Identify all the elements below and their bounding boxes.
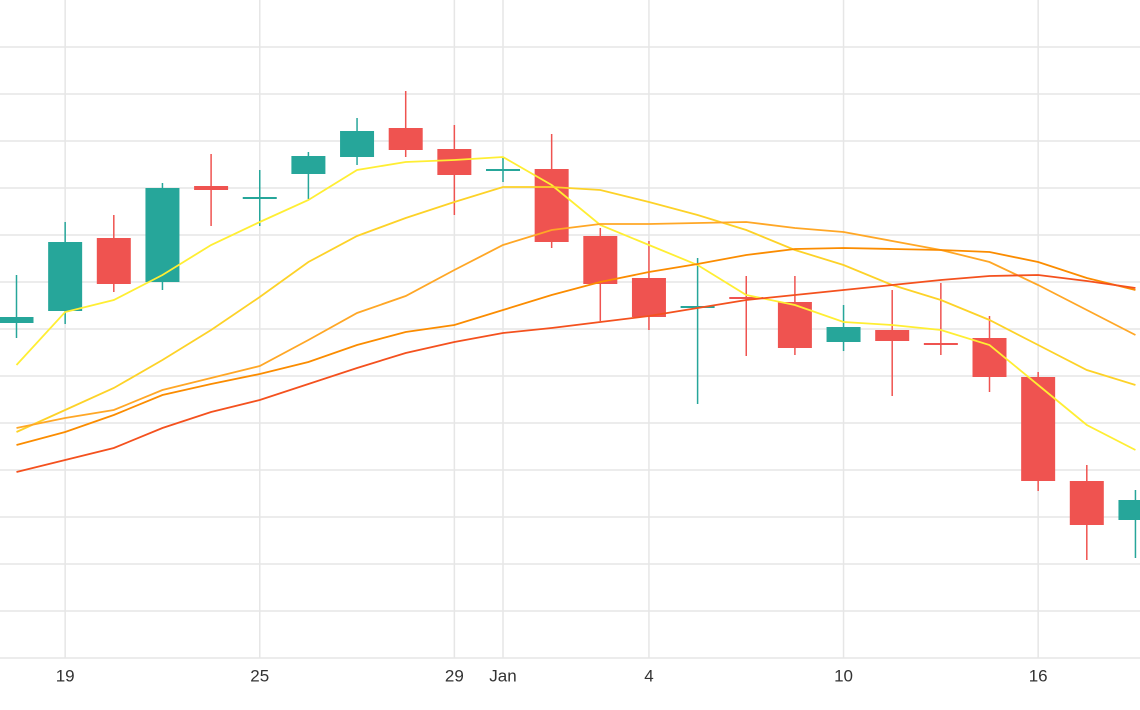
candle-body xyxy=(437,149,472,175)
moving-average-line xyxy=(16,247,1136,446)
candle-body xyxy=(729,297,764,299)
x-tick-label: 10 xyxy=(834,666,853,685)
x-tick-label: Jan xyxy=(489,666,516,685)
candle-body xyxy=(923,343,958,345)
x-tick-label: 4 xyxy=(644,666,653,685)
candle-body xyxy=(194,186,229,190)
moving-average-line xyxy=(16,221,1136,429)
candle-body xyxy=(0,317,34,323)
candle-body xyxy=(631,278,666,317)
candle-body xyxy=(48,242,83,311)
candle-body xyxy=(680,306,715,308)
candle-body xyxy=(242,197,277,199)
moving-average-line xyxy=(16,186,1136,433)
candle-body xyxy=(972,338,1007,377)
x-tick-label: 25 xyxy=(250,666,269,685)
candle-body xyxy=(96,238,131,284)
candle-body xyxy=(1069,481,1104,525)
candle-body xyxy=(145,188,180,282)
candle-body xyxy=(340,131,375,157)
moving-average-line xyxy=(15,156,1136,451)
candle-body xyxy=(583,236,618,284)
candle-body xyxy=(1021,377,1056,481)
x-tick-label: 16 xyxy=(1029,666,1048,685)
candle-body xyxy=(1118,500,1140,520)
candle-body xyxy=(291,156,326,174)
x-tick-label: 19 xyxy=(56,666,75,685)
candle-body xyxy=(388,128,423,150)
x-tick-label: 29 xyxy=(445,666,464,685)
candle-body xyxy=(875,330,910,341)
moving-average-line xyxy=(16,274,1136,473)
candle-body xyxy=(826,327,861,342)
candle-body xyxy=(486,169,520,171)
candle-body xyxy=(534,169,569,242)
